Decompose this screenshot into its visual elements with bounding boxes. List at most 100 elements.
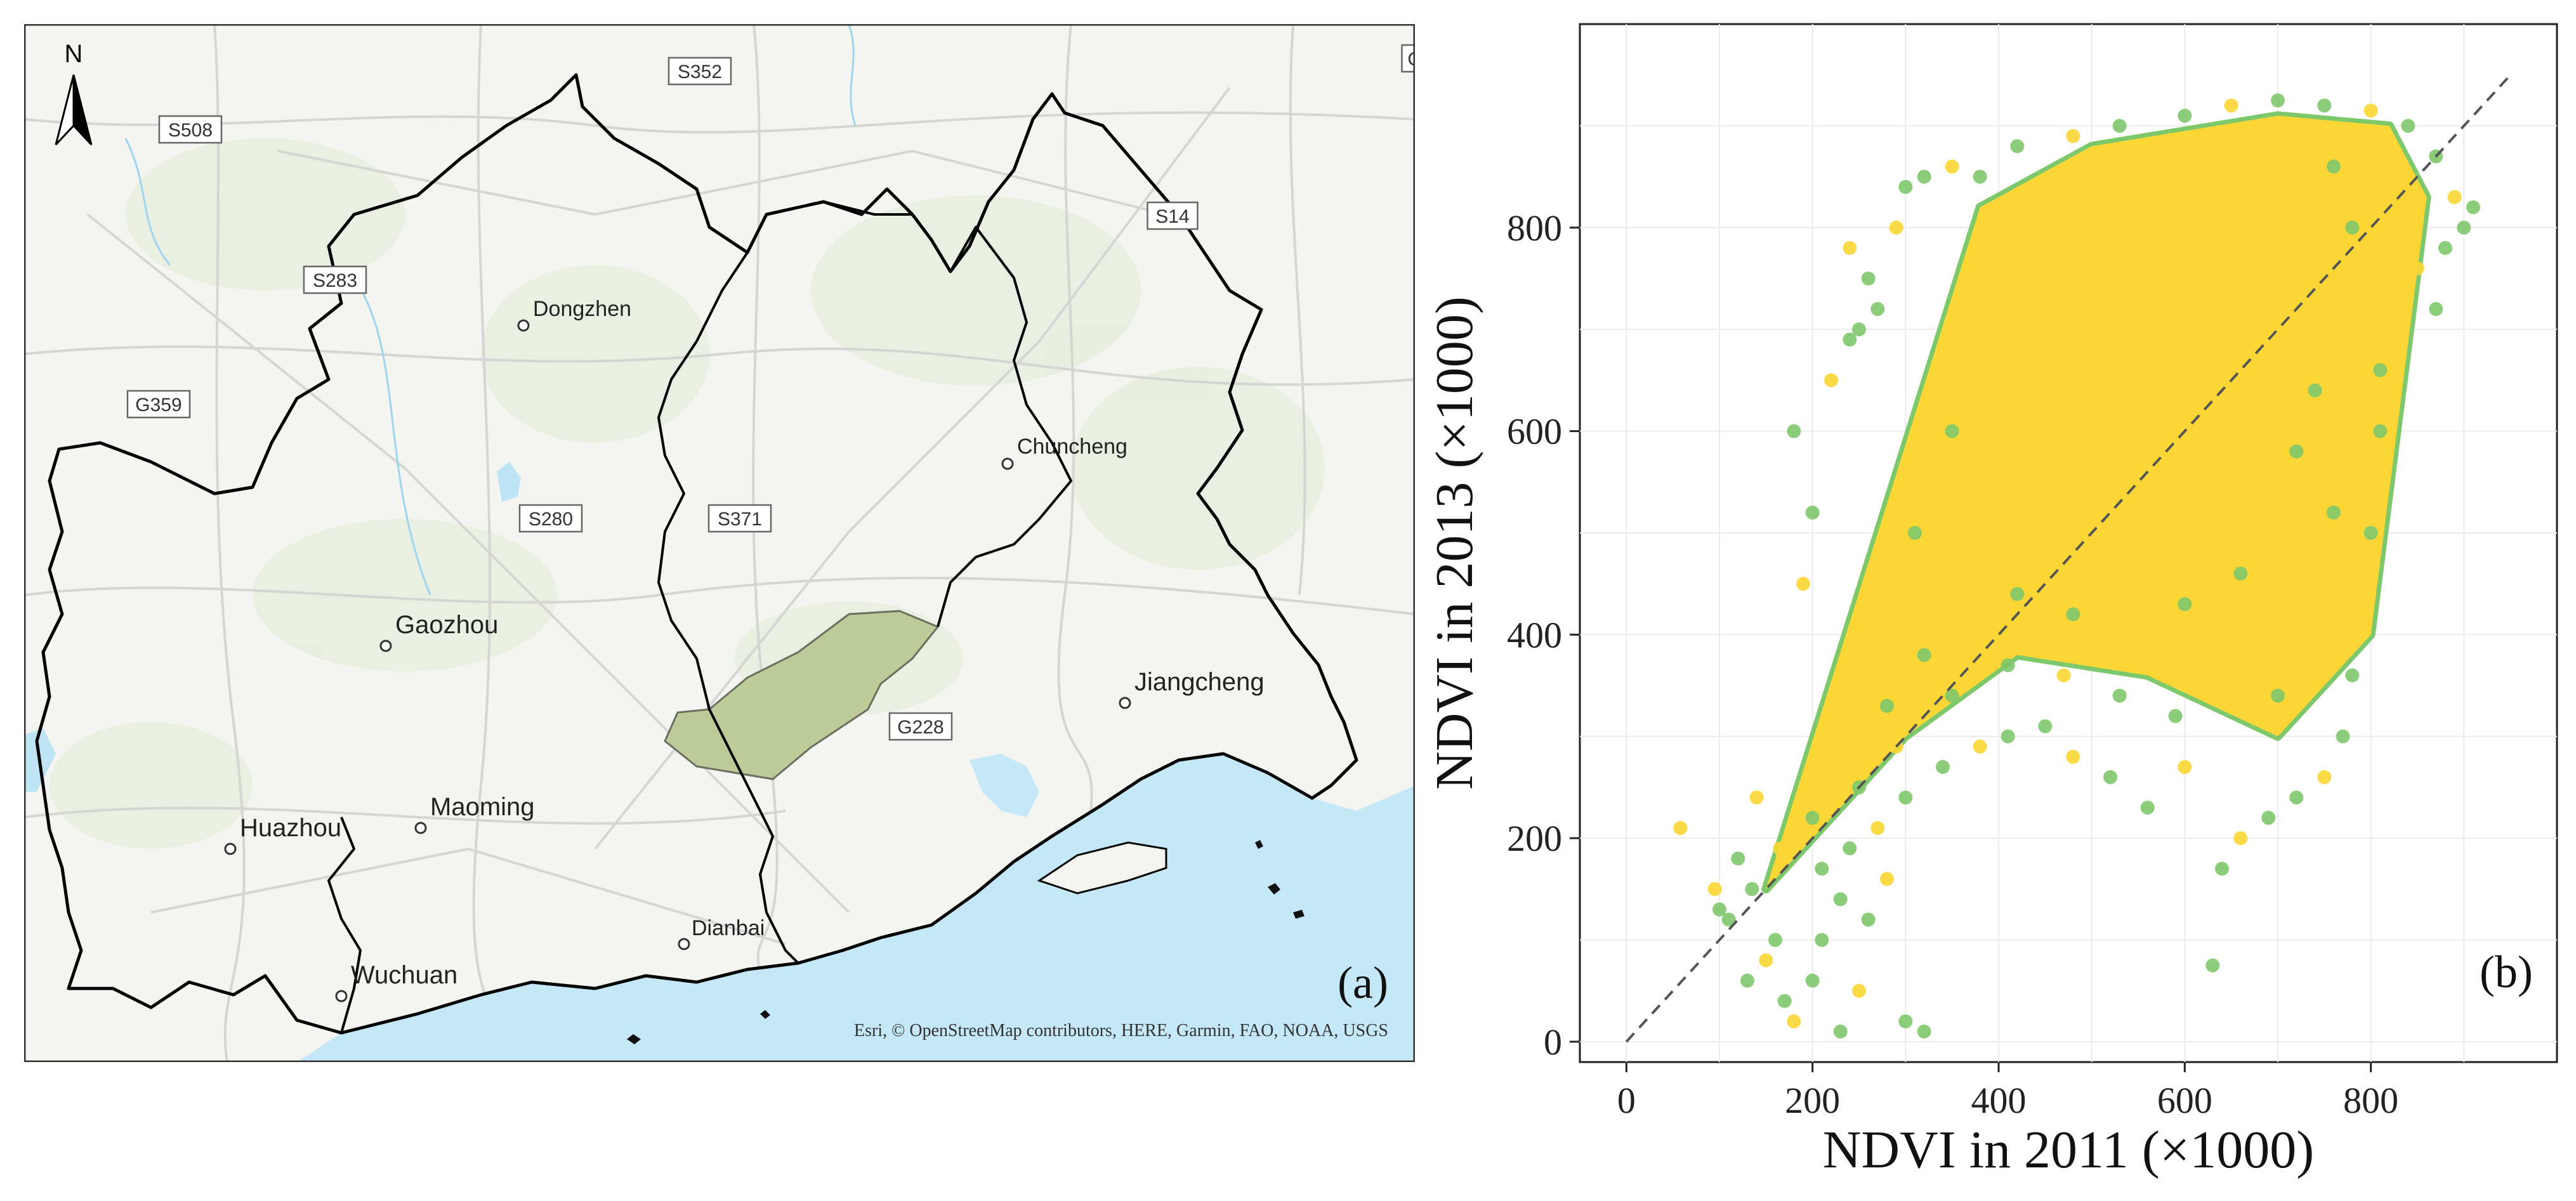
inner-boundary bbox=[327, 817, 362, 1034]
road-shield-g228: G228 bbox=[888, 712, 953, 741]
scatter-point bbox=[1796, 577, 1810, 591]
scatter-point bbox=[2066, 607, 2080, 622]
scatter-point bbox=[1833, 892, 1848, 907]
scatter-point bbox=[1861, 912, 1876, 927]
scatter-point bbox=[2457, 220, 2471, 235]
vegetation-patches bbox=[49, 138, 1325, 849]
scatter-point bbox=[2066, 749, 2080, 764]
city-chuncheng: Chuncheng bbox=[1001, 435, 1127, 470]
scatter-point bbox=[2363, 525, 2378, 540]
dense-point-core bbox=[1766, 115, 2427, 889]
scatter-point bbox=[2317, 770, 2332, 784]
scatter-point bbox=[2289, 444, 2304, 459]
scatter-panel: 0 200 400 600 800 0 200 400 600 800 NDVI in 2011… bbox=[1415, 0, 2576, 1198]
scatter-point bbox=[1917, 648, 1931, 662]
scatter-chart: 0 200 400 600 800 0 200 400 600 800 NDVI in 2011… bbox=[1425, 23, 2558, 1179]
city-marker bbox=[335, 990, 348, 1002]
x-tick-label: 200 bbox=[1785, 1080, 1840, 1121]
city-label: Dongzhen bbox=[533, 297, 631, 321]
scatter-point bbox=[1707, 882, 1722, 896]
scatter-point bbox=[1787, 1014, 1801, 1028]
scatter-point bbox=[2355, 607, 2369, 622]
sea bbox=[297, 754, 1415, 1062]
scatter-point bbox=[2410, 261, 2424, 275]
scatter-point bbox=[1898, 790, 1913, 804]
scatter-point bbox=[1945, 688, 1959, 703]
road-label: G359 bbox=[135, 395, 181, 416]
city-marker bbox=[414, 822, 427, 834]
city-marker bbox=[379, 640, 392, 652]
scatter-point bbox=[1740, 973, 1754, 988]
road-network bbox=[23, 23, 1416, 1063]
scatter-point bbox=[1945, 424, 1959, 438]
y-tick-label: 200 bbox=[1507, 818, 1562, 859]
city-dianbai: Dianbai bbox=[678, 916, 765, 950]
scatter-point bbox=[2010, 139, 2025, 154]
road-shield-s508: S508 bbox=[158, 115, 223, 144]
north-arrow: N bbox=[55, 40, 93, 146]
map-panel-label: (a) bbox=[1337, 957, 1388, 1008]
scatter-point bbox=[1936, 759, 1950, 774]
road-shield-s283: S283 bbox=[303, 265, 367, 294]
road-shield-g359: G359 bbox=[126, 390, 191, 419]
scatter-point bbox=[2373, 363, 2388, 377]
inner-boundary bbox=[657, 200, 1072, 964]
road-shield-s352: S352 bbox=[667, 56, 732, 86]
road-label: S371 bbox=[718, 509, 762, 530]
scatter-point bbox=[1861, 271, 1876, 285]
x-tick-label: 400 bbox=[1971, 1080, 2027, 1121]
scatter-point bbox=[1852, 322, 1866, 337]
scatter-point bbox=[2122, 627, 2136, 642]
scatter-point bbox=[2363, 103, 2378, 118]
scatter-point bbox=[2178, 108, 2192, 123]
road-label: S283 bbox=[313, 270, 357, 291]
island bbox=[627, 1034, 641, 1044]
scatter-point bbox=[2103, 770, 2117, 784]
scatter-point bbox=[2429, 302, 2443, 317]
city-label: Gaozhou bbox=[395, 611, 498, 639]
city-label: Chuncheng bbox=[1017, 435, 1127, 459]
scatter-point bbox=[2224, 98, 2238, 113]
scatter-point bbox=[1833, 1024, 1848, 1039]
city-huazhou: Huazhou bbox=[224, 814, 341, 855]
scatter-point bbox=[1870, 302, 1885, 317]
scatter-point bbox=[2289, 790, 2304, 804]
scatter-point bbox=[2373, 424, 2388, 438]
city-jiangcheng: Jiangcheng bbox=[1119, 668, 1265, 709]
road-label: S352 bbox=[678, 62, 722, 82]
scatter-point bbox=[2327, 322, 2341, 337]
city-wuchuan: Wuchuan bbox=[335, 961, 457, 1002]
road-shield-s371: S371 bbox=[707, 504, 772, 533]
scatter-point bbox=[1880, 872, 1894, 886]
island bbox=[760, 1010, 770, 1019]
scatter-point bbox=[1908, 525, 1922, 540]
scatter-point bbox=[1973, 169, 1987, 184]
y-tick-label: 800 bbox=[1507, 207, 1562, 249]
x-tick-label: 600 bbox=[2157, 1080, 2212, 1121]
sea-inlet bbox=[969, 754, 1039, 817]
scatter-point bbox=[1805, 811, 1820, 825]
city-maoming: Maoming bbox=[414, 793, 535, 834]
scatter-point bbox=[1898, 180, 1913, 194]
scatter-point bbox=[2010, 587, 2025, 601]
scatter-point bbox=[2066, 129, 2080, 143]
scatter-point bbox=[2447, 190, 2462, 204]
scatter-point bbox=[1889, 220, 1903, 235]
density-layer bbox=[1761, 111, 2431, 894]
scatter-point bbox=[1745, 882, 1759, 896]
city-marker bbox=[1001, 457, 1014, 470]
scatter-point bbox=[1773, 841, 1787, 856]
scatter-point bbox=[1721, 912, 1736, 927]
svg-text:N: N bbox=[65, 40, 83, 68]
road-shield-s14: S14 bbox=[1147, 201, 1199, 230]
scatter-point bbox=[2001, 729, 2015, 744]
x-tick-label: 0 bbox=[1617, 1080, 1636, 1121]
scatter-point bbox=[2271, 93, 2285, 108]
scatter-panel-label: (b) bbox=[2480, 947, 2533, 997]
city-label: Dianbai bbox=[692, 916, 765, 940]
scatter-point bbox=[1749, 790, 1764, 804]
map-panel: N S352 S508 S14 S283 G359 S280 S371 G228 G Dongz… bbox=[23, 23, 1429, 1063]
scatter-point bbox=[1805, 505, 1820, 520]
road-label: S14 bbox=[1155, 206, 1189, 227]
y-tick-label: 0 bbox=[1544, 1021, 1562, 1063]
